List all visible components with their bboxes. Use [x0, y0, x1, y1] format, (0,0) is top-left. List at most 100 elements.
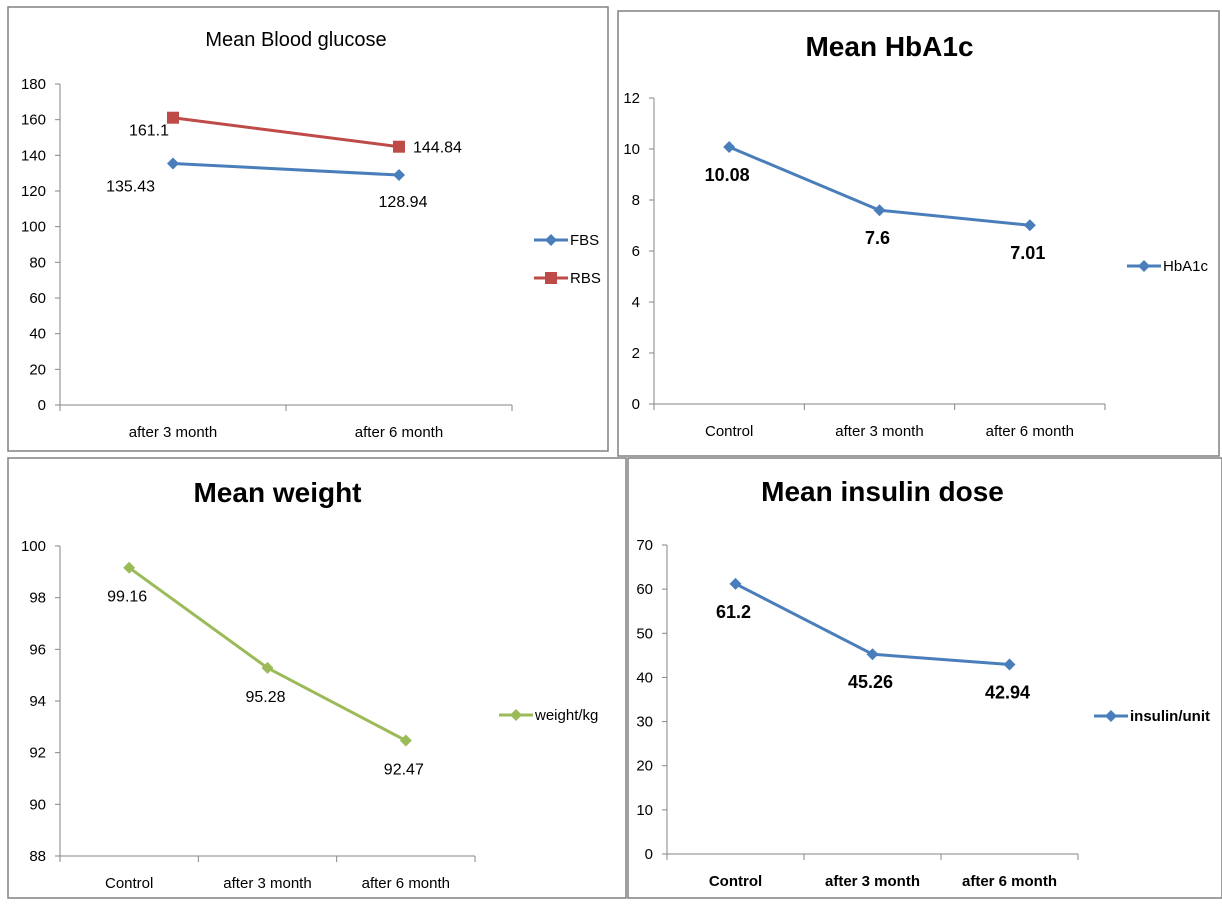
x-tick-label: after 6 month	[986, 423, 1074, 440]
data-point	[723, 140, 736, 153]
legend-marker	[1105, 710, 1117, 722]
data-point	[729, 577, 742, 590]
y-tick-label: 180	[21, 76, 46, 93]
data-point	[393, 169, 405, 182]
legend-entry: HbA1c	[1127, 258, 1209, 275]
y-tick-label: 92	[29, 745, 46, 762]
series-line-rbs	[172, 116, 400, 149]
data-point	[393, 140, 405, 153]
x-tick-label: Control	[105, 875, 153, 892]
y-tick-label: 140	[21, 147, 46, 164]
data-point	[123, 561, 136, 574]
data-point	[167, 111, 179, 124]
y-tick-label: 2	[632, 345, 640, 362]
legend-label: insulin/unit	[1130, 708, 1210, 725]
chart-panel-0: Mean Blood glucose 0 20 40 60 80 100 120 140 160 1…	[7, 6, 609, 452]
data-label: 42.94	[985, 682, 1030, 702]
legend-label: RBS	[570, 270, 601, 287]
chart-border	[627, 457, 1222, 899]
series-line-weight-kg	[128, 566, 407, 742]
y-tick-label: 100	[21, 538, 46, 555]
y-tick-label: 40	[636, 669, 653, 686]
x-tick-label: after 3 month	[223, 875, 311, 892]
data-label: 61.2	[716, 602, 751, 622]
data-label: 161.1	[129, 123, 169, 140]
y-tick-label: 88	[29, 848, 46, 865]
x-tick-label: after 6 month	[355, 424, 443, 441]
series-line-fbs	[172, 161, 400, 177]
legend-entry: insulin/unit	[1094, 708, 1210, 725]
y-tick-label: 98	[29, 590, 46, 607]
data-label: 144.84	[413, 140, 462, 157]
y-tick-label: 120	[21, 183, 46, 200]
data-label: 128.94	[379, 194, 428, 211]
x-tick-label: after 3 month	[129, 424, 217, 441]
chart-panel-2: Mean weight 88 90 92 94 96 98 100 Control after 3…	[7, 457, 627, 899]
data-point	[866, 648, 879, 661]
data-point	[261, 661, 274, 674]
legend-marker	[545, 272, 557, 284]
legend-entry: weight/kg	[499, 707, 598, 724]
x-tick-label: Control	[705, 423, 753, 440]
chart-title: Mean insulin dose	[761, 476, 1004, 507]
legend-label: FBS	[570, 232, 599, 249]
y-tick-label: 6	[632, 243, 640, 260]
y-tick-label: 0	[645, 846, 653, 863]
y-tick-label: 90	[29, 796, 46, 813]
legend-entry: RBS	[534, 270, 601, 287]
y-tick-label: 20	[636, 758, 653, 775]
data-label: 95.28	[245, 689, 285, 706]
legend-label: HbA1c	[1163, 258, 1209, 275]
x-tick-label: after 6 month	[962, 873, 1057, 890]
y-tick-label: 4	[632, 294, 640, 311]
legend-entry: FBS	[534, 232, 599, 249]
y-tick-label: 100	[21, 219, 46, 236]
data-label: 7.6	[865, 228, 890, 248]
chart-border	[7, 6, 609, 452]
y-tick-label: 40	[29, 326, 46, 343]
chart-border	[617, 10, 1220, 457]
y-tick-label: 94	[29, 693, 46, 710]
x-tick-label: after 6 month	[362, 875, 450, 892]
y-tick-label: 0	[38, 397, 46, 414]
y-tick-label: 70	[636, 537, 653, 554]
x-tick-label: after 3 month	[825, 873, 920, 890]
y-tick-label: 8	[632, 192, 640, 209]
data-label: 99.16	[107, 589, 147, 606]
data-point	[873, 204, 886, 217]
data-point	[167, 157, 179, 170]
x-tick-label: Control	[709, 873, 762, 890]
data-point	[1003, 658, 1016, 671]
y-tick-label: 50	[636, 625, 653, 642]
chart-panel-1: Mean HbA1c 0 2 4 6 8 10 12 Control after 3 month a…	[617, 10, 1220, 457]
chart-border	[7, 457, 627, 899]
legend-marker	[545, 234, 557, 246]
data-label: 92.47	[384, 762, 424, 779]
y-tick-label: 10	[636, 802, 653, 819]
y-tick-label: 20	[29, 361, 46, 378]
x-tick-label: after 3 month	[835, 423, 923, 440]
y-tick-label: 12	[623, 90, 640, 107]
chart-title: Mean Blood glucose	[205, 29, 386, 51]
y-tick-label: 0	[632, 396, 640, 413]
legend-marker	[1138, 260, 1150, 272]
chart-title: Mean weight	[193, 477, 361, 508]
data-label: 135.43	[106, 178, 155, 195]
y-tick-label: 160	[21, 112, 46, 129]
y-tick-label: 10	[623, 141, 640, 158]
chart-panel-3: Mean insulin dose 0 10 20 30 40 50 60 70 Control a…	[627, 457, 1222, 899]
data-label: 7.01	[1010, 243, 1045, 263]
data-label: 45.26	[848, 672, 893, 692]
data-label: 10.08	[705, 165, 750, 185]
y-tick-label: 30	[636, 714, 653, 731]
y-tick-label: 96	[29, 641, 46, 658]
data-point	[1023, 219, 1036, 232]
chart-title: Mean HbA1c	[805, 31, 973, 62]
legend-marker	[510, 709, 522, 721]
legend-label: weight/kg	[534, 707, 598, 724]
y-tick-label: 60	[29, 290, 46, 307]
y-tick-label: 80	[29, 254, 46, 271]
data-point	[399, 734, 412, 747]
